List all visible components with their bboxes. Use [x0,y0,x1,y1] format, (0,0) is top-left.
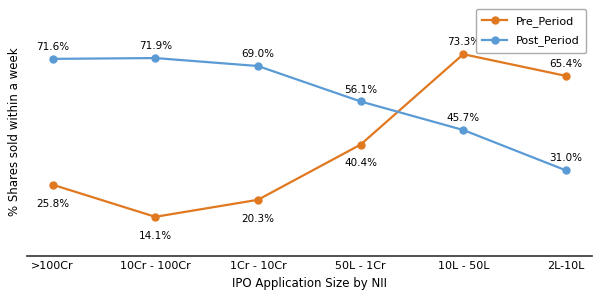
Post_Period [152,56,159,60]
Pre_Period [357,143,364,146]
Line: Post_Period: Post_Period [49,55,569,174]
Text: 31.0%: 31.0% [550,153,583,164]
Pre_Period [254,198,262,201]
Post_Period [460,128,467,132]
Pre_Period [562,74,569,78]
Text: 25.8%: 25.8% [36,198,69,209]
Text: 71.6%: 71.6% [36,42,69,52]
Post_Period [49,57,56,61]
X-axis label: IPO Application Size by NII: IPO Application Size by NII [232,277,387,290]
Text: 56.1%: 56.1% [344,85,377,94]
Text: 40.4%: 40.4% [344,159,377,168]
Text: 73.3%: 73.3% [447,37,480,47]
Line: Pre_Period: Pre_Period [49,51,569,220]
Post_Period [562,169,569,172]
Text: 45.7%: 45.7% [447,113,480,123]
Text: 71.9%: 71.9% [139,41,172,51]
Pre_Period [152,215,159,219]
Post_Period [254,64,262,68]
Pre_Period [49,183,56,187]
Text: 69.0%: 69.0% [241,49,274,59]
Text: 65.4%: 65.4% [550,59,583,69]
Post_Period [357,100,364,103]
Legend: Pre_Period, Post_Period: Pre_Period, Post_Period [476,9,586,53]
Text: 20.3%: 20.3% [241,214,274,224]
Text: 14.1%: 14.1% [139,231,172,241]
Y-axis label: % Shares sold within a week: % Shares sold within a week [8,48,22,216]
Pre_Period [460,52,467,56]
